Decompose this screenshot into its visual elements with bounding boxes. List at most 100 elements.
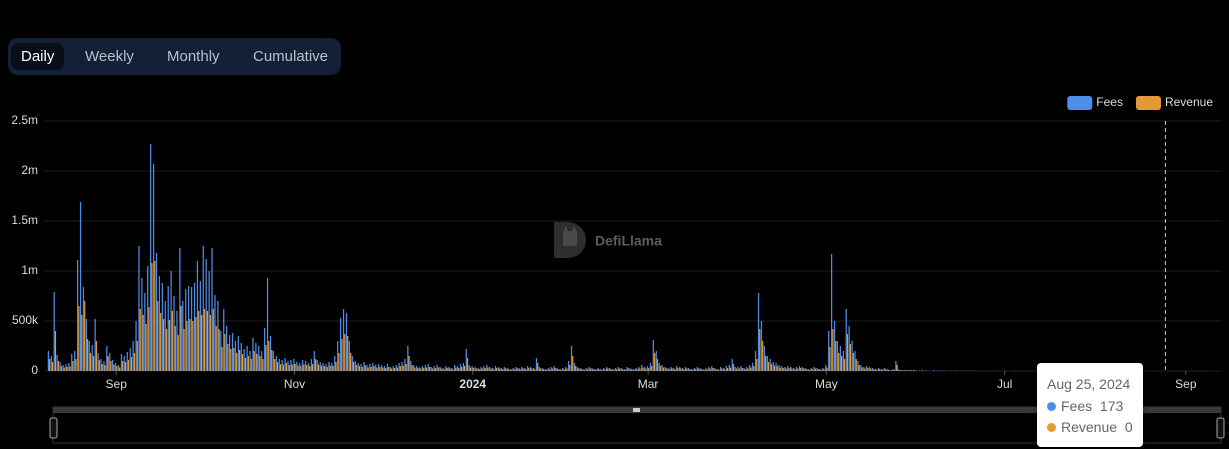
bar	[559, 369, 561, 371]
bar	[642, 367, 644, 371]
bar	[904, 370, 906, 371]
bar	[627, 368, 629, 371]
tooltip-date: Aug 25, 2024	[1047, 376, 1131, 392]
bar	[223, 309, 225, 371]
bar	[313, 351, 315, 371]
bar	[801, 367, 804, 371]
bar	[179, 248, 181, 371]
bar	[696, 367, 698, 371]
bar	[811, 369, 814, 371]
bar	[139, 309, 141, 371]
bar	[227, 344, 229, 371]
bar	[741, 368, 743, 371]
bar	[586, 369, 588, 371]
bar	[509, 369, 511, 371]
bar	[504, 368, 507, 371]
bar	[296, 362, 298, 371]
tooltip-series: Fees	[1061, 398, 1093, 414]
bar	[281, 360, 283, 371]
tab[interactable]: Monthly	[167, 48, 220, 65]
bar	[662, 367, 664, 371]
bar	[436, 365, 438, 371]
bar	[57, 361, 60, 371]
bar	[386, 364, 389, 371]
bar	[395, 365, 397, 371]
bar	[431, 368, 434, 371]
y-tick-label: 2m	[21, 163, 38, 177]
bar	[352, 362, 355, 371]
watermark: DefiLlama	[554, 222, 662, 258]
bar	[188, 286, 190, 371]
bar	[743, 368, 745, 371]
bar	[849, 344, 852, 371]
bar	[47, 351, 49, 371]
bar	[740, 366, 742, 371]
bar	[524, 368, 526, 371]
bar	[598, 369, 600, 371]
bar	[256, 354, 258, 371]
bar	[142, 315, 144, 371]
slider-handle[interactable]	[1216, 417, 1225, 439]
bar	[712, 368, 714, 371]
bar	[325, 364, 327, 371]
bar	[104, 365, 106, 371]
bar	[570, 346, 573, 371]
bar	[757, 293, 760, 371]
bar	[557, 369, 559, 371]
bar	[515, 367, 517, 371]
bar	[648, 368, 650, 371]
bar	[652, 340, 654, 371]
bar	[418, 367, 421, 371]
bar	[299, 363, 301, 371]
bar	[402, 365, 404, 371]
bar	[820, 369, 822, 371]
bar	[366, 365, 368, 371]
y-tick-label: 2.5m	[11, 113, 38, 127]
tab[interactable]: Cumulative	[253, 48, 329, 65]
bar	[212, 309, 214, 371]
bar	[439, 367, 441, 371]
bar	[617, 367, 619, 371]
bar	[874, 369, 877, 371]
bar	[573, 363, 576, 371]
bar	[462, 363, 464, 371]
bar	[487, 367, 489, 371]
bar	[294, 364, 296, 371]
legend-swatch	[1067, 96, 1093, 110]
bar	[836, 341, 839, 371]
bar	[765, 356, 767, 371]
bar	[671, 368, 673, 371]
bar	[370, 367, 372, 371]
slider-grip[interactable]	[633, 408, 640, 412]
bar	[404, 359, 406, 371]
bar	[752, 363, 754, 371]
bar	[306, 365, 308, 371]
bar	[472, 368, 475, 371]
bar	[512, 368, 514, 371]
bar	[372, 363, 374, 371]
bar	[477, 368, 479, 371]
x-tick-label: Mar	[638, 377, 659, 391]
tab[interactable]: Daily	[11, 43, 65, 70]
slider-handle[interactable]	[49, 417, 58, 439]
bar	[556, 368, 558, 371]
bar	[677, 368, 679, 371]
bar	[282, 364, 285, 371]
bar	[135, 321, 137, 371]
bar	[382, 367, 384, 371]
bar	[667, 368, 669, 371]
bar	[683, 369, 685, 371]
bar	[491, 368, 494, 371]
bar	[884, 369, 887, 371]
bar	[494, 366, 497, 371]
bar	[198, 311, 200, 371]
bar	[816, 368, 818, 371]
bar	[522, 368, 524, 371]
bar	[507, 369, 510, 371]
bar	[691, 369, 694, 371]
bar	[661, 365, 663, 371]
bars	[47, 144, 1218, 371]
tab[interactable]: Weekly	[85, 48, 134, 65]
